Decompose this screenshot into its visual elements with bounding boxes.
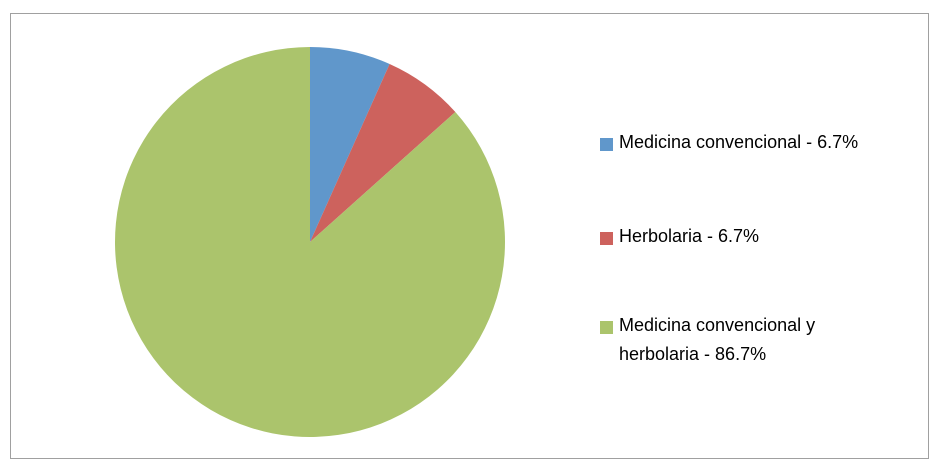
legend-item: Medicina convencional y herbolaria - 86.… (600, 315, 870, 369)
pie-slice (310, 47, 390, 242)
legend-label: Medicina convencional y herbolaria - 86.… (619, 315, 816, 364)
legend-label: Herbolaria - 6.7% (619, 226, 760, 246)
legend-label: Medicina convencional - 6.7% (619, 132, 859, 152)
chart-frame (10, 13, 929, 459)
legend-swatch (600, 232, 613, 245)
legend-swatch (600, 321, 613, 334)
pie-slice (310, 63, 456, 243)
legend-item: Medicina convencional - 6.7% (600, 132, 870, 157)
legend-item: Herbolaria - 6.7% (600, 226, 870, 251)
legend-swatch (600, 138, 613, 151)
pie-slice (115, 47, 506, 437)
